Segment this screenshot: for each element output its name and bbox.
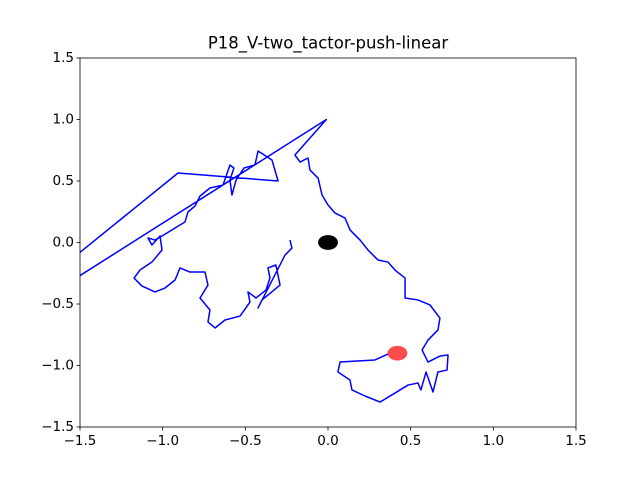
marker-dot xyxy=(318,235,338,250)
y-tick-label: 0.0 xyxy=(53,235,74,251)
chart-title: P18_V-two_tactor-push-linear xyxy=(208,34,449,54)
plot-area xyxy=(80,118,449,403)
y-tick-label: 1.5 xyxy=(53,50,74,66)
marker-dot xyxy=(387,345,408,361)
y-tick-label: −1.5 xyxy=(41,419,74,435)
y-tick-label: 1.0 xyxy=(53,112,74,128)
trajectory-line xyxy=(80,118,449,403)
x-tick-label: 0.5 xyxy=(400,433,421,449)
x-tick-label: −0.5 xyxy=(229,433,262,449)
y-tick-label: 0.5 xyxy=(53,173,74,189)
x-tick-label: 1.5 xyxy=(565,433,586,449)
x-tick-label: 1.0 xyxy=(483,433,504,449)
x-tick-label: −1.0 xyxy=(146,433,179,449)
x-tick-label: −1.5 xyxy=(64,433,97,449)
x-tick-label: 0.0 xyxy=(317,433,338,449)
y-tick-label: −1.0 xyxy=(41,358,74,374)
y-tick-label: −0.5 xyxy=(41,296,74,312)
